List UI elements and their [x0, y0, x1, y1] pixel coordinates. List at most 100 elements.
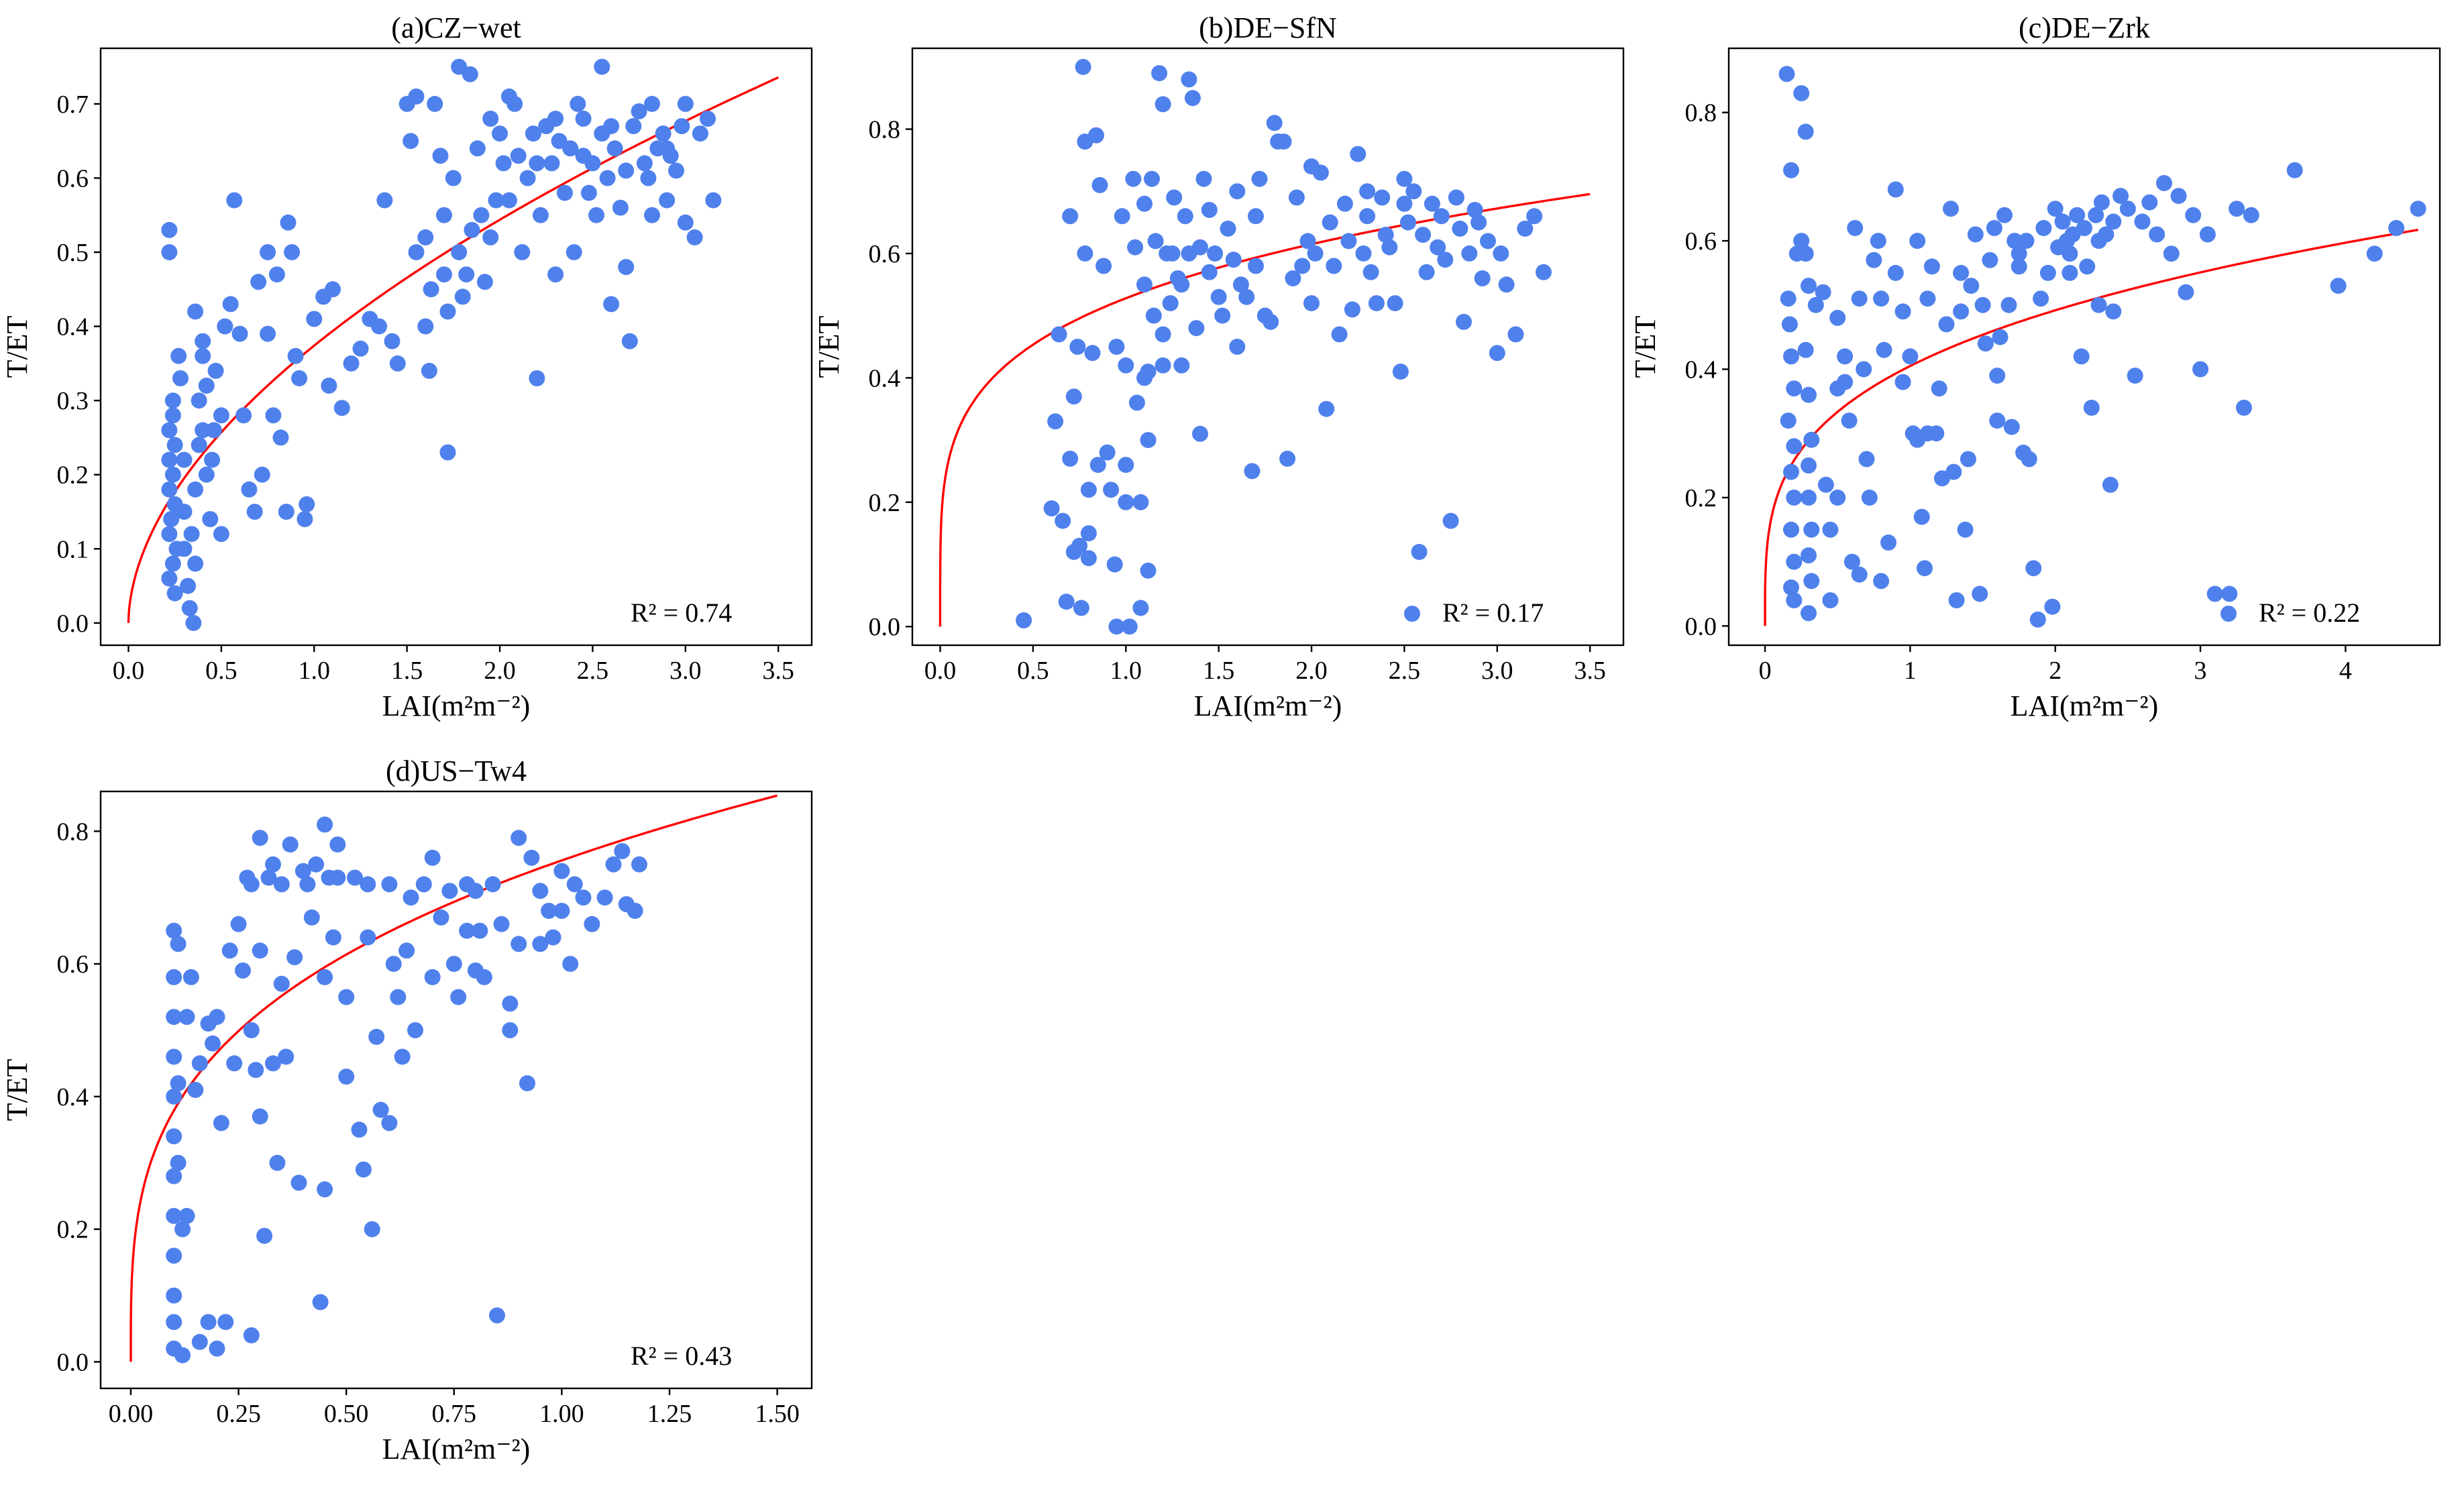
scatter-point [1815, 284, 1831, 300]
scatter-point [191, 437, 207, 453]
x-ticks: 0.0 0.5 1.0 1.5 2.0 2.5 3.0 3.5 [113, 645, 794, 685]
scatter-point [368, 1028, 385, 1045]
scatter-point [1359, 208, 1376, 225]
scatter-point [1807, 296, 1824, 313]
scatter-point [1456, 313, 1472, 330]
scatter-point [1783, 348, 1799, 365]
scatter-point [659, 192, 676, 209]
scatter-point [493, 916, 510, 932]
scatter-point [612, 199, 629, 216]
scatter-point [280, 214, 297, 231]
scatter-point [195, 333, 211, 349]
scatter-point [1400, 214, 1416, 231]
scatter-point [1953, 303, 1970, 320]
scatter-point [1248, 258, 1264, 274]
scatter-point [1967, 226, 1984, 243]
y-tick-label: 0.1 [57, 535, 89, 563]
scatter-point [371, 318, 388, 335]
scatter-point [1797, 123, 1814, 140]
scatter-point [248, 1062, 264, 1079]
scatter-point [495, 155, 512, 172]
scatter-point [417, 229, 434, 245]
scatter-point [2021, 451, 2037, 467]
scatter-point [459, 922, 476, 939]
scatter-point [1945, 463, 1962, 480]
scatter-point [1229, 339, 1246, 355]
scatter-point [1917, 560, 1933, 577]
scatter-point [1114, 208, 1130, 225]
scatter-point [260, 869, 277, 886]
scatter-point [176, 541, 193, 557]
scatter-point [584, 916, 600, 932]
scatter-point [164, 466, 181, 483]
y-tick-label: 0.6 [869, 240, 901, 268]
x-tick-label: 0.5 [205, 657, 237, 685]
scatter-point [2003, 419, 2020, 435]
scatter-point [1128, 394, 1145, 411]
scatter-point [2229, 201, 2245, 217]
scatter-point [1285, 270, 1301, 286]
scatter-point [1331, 326, 1348, 343]
fit-curve [939, 192, 1591, 627]
y-tick-label: 0.0 [1685, 612, 1717, 641]
scatter-point [454, 288, 471, 305]
scatter-point [1132, 600, 1149, 616]
x-tick-label: 1.00 [539, 1400, 584, 1428]
scatter-point [364, 1221, 380, 1237]
scatter-point [439, 303, 456, 320]
scatter-point [252, 1108, 268, 1125]
y-ticks: 0.0 0.2 0.4 0.6 0.8 [57, 818, 101, 1376]
scatter-point [1368, 295, 1385, 312]
y-tick-label: 0.6 [57, 950, 89, 979]
scatter-point [1080, 525, 1097, 542]
scatter-point [1837, 348, 1854, 365]
scatter-point [1405, 183, 1422, 200]
scatter-point [1448, 189, 1464, 206]
scatter-point [164, 392, 181, 409]
scatter-point [1118, 494, 1134, 510]
x-ticks: 0.00 0.25 0.50 0.75 1.00 1.25 1.50 [109, 1388, 800, 1428]
scatter-point [599, 170, 616, 186]
scatter-point [161, 451, 178, 468]
scatter-point [1350, 146, 1367, 162]
scatter-point [1780, 412, 1797, 429]
scatter-point [317, 1181, 333, 1198]
scatter-point [360, 876, 376, 893]
scatter-point [644, 95, 660, 112]
scatter-point [1788, 245, 1805, 262]
scatter-point [265, 1055, 281, 1072]
scatter-point [1493, 245, 1509, 262]
scatter-point [164, 555, 181, 572]
scatter-point [1047, 413, 1064, 430]
scatter-point [1778, 66, 1795, 82]
scatter-point [1103, 482, 1120, 498]
scatter-point [172, 370, 189, 386]
scatter-point [1452, 220, 1468, 237]
scatter-point [1822, 592, 1839, 608]
scatter-point [580, 184, 597, 201]
scatter-point [1866, 252, 1882, 268]
scatter-point [352, 340, 369, 357]
scatter-point [1801, 278, 1817, 294]
scatter-point [488, 192, 504, 209]
scatter-point [625, 118, 642, 135]
scatter-points [1778, 66, 2426, 628]
scatter-point [532, 883, 549, 899]
scatter-point [1359, 183, 1376, 200]
scatter-point [1188, 320, 1205, 337]
scatter-point [284, 244, 301, 260]
scatter-point [1377, 227, 1394, 243]
y-axis-label: T/ET [1, 315, 34, 378]
y-tick-label: 0.5 [57, 239, 89, 267]
scatter-point [205, 422, 222, 439]
scatter-point [1517, 220, 1534, 237]
scatter-point [700, 111, 716, 127]
scatter-point [1801, 489, 1817, 506]
scatter-point [306, 311, 323, 327]
scatter-point [614, 843, 631, 859]
scatter-point [1781, 316, 1798, 333]
scatter-point [166, 437, 183, 453]
scatter-point [1948, 592, 1965, 608]
scatter-point [545, 929, 561, 946]
scatter-point [1957, 521, 1974, 538]
